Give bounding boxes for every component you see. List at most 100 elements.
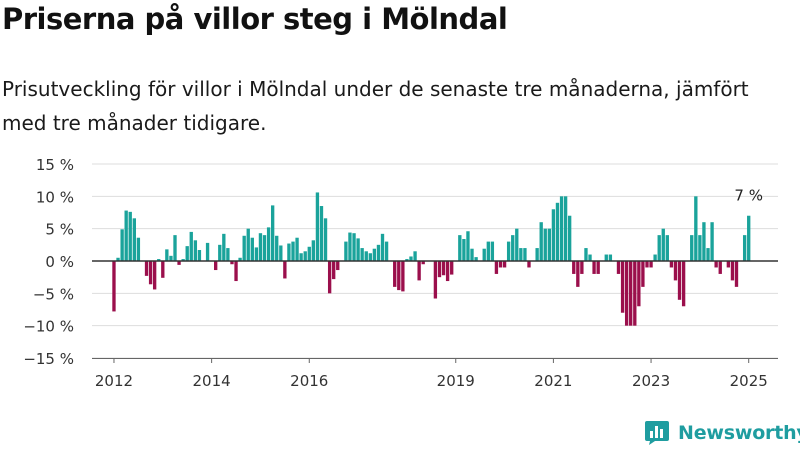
bar (474, 257, 478, 261)
y-tick-label: −5 % (33, 285, 74, 303)
y-tick-label: 15 % (36, 156, 74, 174)
bar (584, 248, 588, 261)
bar (730, 261, 735, 281)
bar (344, 241, 348, 261)
bar (604, 254, 608, 261)
y-axis-tick-labels: 15 % 10 % 5 % 0 % −5 % −10 % −15 % (23, 156, 74, 368)
y-tick-label: −15 % (23, 350, 74, 368)
bar (299, 253, 303, 261)
bar (128, 211, 132, 261)
bar (319, 206, 324, 261)
bar (645, 261, 649, 268)
bar (543, 228, 547, 261)
bar (690, 235, 694, 261)
bar (657, 235, 661, 261)
bar (563, 196, 568, 261)
bar (661, 228, 665, 261)
bar (262, 235, 267, 261)
bar (242, 235, 246, 261)
bar (665, 235, 669, 261)
bar (311, 240, 315, 261)
bar (535, 248, 539, 261)
bar (747, 215, 751, 261)
brand-name: Newsworthy (678, 422, 800, 444)
bar (718, 261, 722, 274)
bar (413, 251, 417, 261)
bar (222, 233, 226, 261)
bar (205, 242, 210, 261)
bar (437, 261, 442, 278)
bar (653, 254, 657, 261)
bar (515, 228, 519, 261)
bar (246, 228, 250, 261)
bar (494, 261, 499, 274)
bar (629, 261, 633, 326)
bar (173, 235, 177, 261)
bar (258, 233, 263, 261)
bar (608, 254, 613, 261)
bar (616, 261, 621, 274)
bar (624, 261, 629, 326)
bar (498, 261, 503, 268)
bar (433, 261, 438, 299)
bar (441, 261, 446, 276)
bar (136, 237, 141, 261)
bar (669, 261, 674, 268)
x-tick-label: 2016 (290, 372, 328, 390)
x-tick-label: 2021 (534, 372, 572, 390)
bar (462, 239, 466, 261)
bar (144, 261, 149, 276)
bar (694, 196, 698, 261)
bar (506, 241, 511, 261)
bar (458, 235, 462, 261)
bar (148, 261, 153, 285)
bar (649, 261, 653, 268)
bar (511, 235, 515, 261)
y-tick-label: 5 % (45, 221, 74, 239)
bar (360, 248, 364, 261)
bar (519, 248, 523, 261)
bar (327, 261, 332, 294)
bar (157, 259, 161, 261)
bar (124, 210, 128, 261)
bar (401, 261, 405, 292)
last-value-label: 7 % (734, 187, 763, 205)
bar (559, 196, 564, 261)
x-tick-label: 2023 (632, 372, 670, 390)
bar (620, 261, 625, 313)
bar (112, 261, 116, 312)
bar (254, 247, 259, 261)
x-axis: 2012 2014 2016 2019 2021 2023 2025 (92, 358, 778, 390)
bar (336, 261, 340, 271)
bar (165, 249, 169, 261)
bar (315, 192, 320, 261)
bar (417, 261, 421, 281)
bar (152, 261, 157, 290)
bar (555, 202, 560, 261)
bar (230, 261, 234, 265)
bar (734, 261, 739, 287)
bar (466, 231, 470, 261)
bar (714, 261, 718, 268)
chart-title: Priserna på villor steg i Mölndal (2, 2, 508, 36)
bar (450, 261, 454, 275)
bar (490, 241, 495, 261)
bar (742, 235, 747, 261)
bars (112, 192, 751, 326)
chart-subtitle: Prisutveckling för villor i Mölndal unde… (2, 77, 749, 135)
bar (368, 253, 372, 261)
bar (364, 251, 368, 261)
bar (702, 222, 706, 261)
bar (266, 227, 271, 261)
bar (486, 241, 490, 261)
bar (380, 233, 385, 261)
bar (482, 248, 486, 261)
bar (397, 261, 401, 291)
x-tick-label: 2014 (193, 372, 231, 390)
bar (307, 246, 311, 261)
x-tick-label: 2025 (730, 372, 768, 390)
bar (270, 205, 275, 261)
bar (356, 238, 360, 261)
bar (283, 261, 287, 279)
